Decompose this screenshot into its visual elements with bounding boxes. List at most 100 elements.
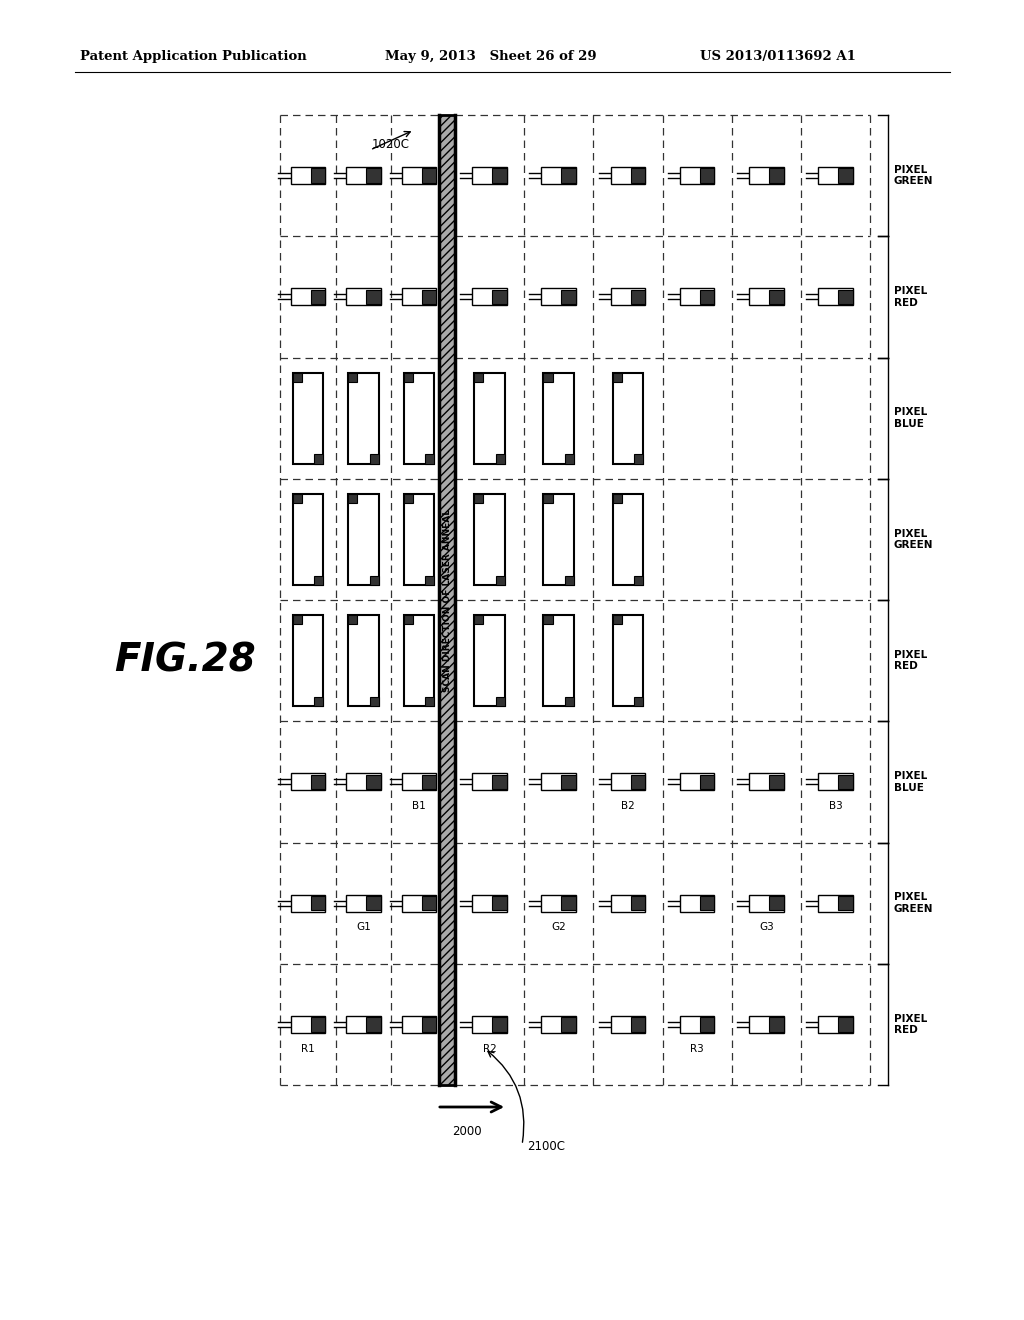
Bar bbox=[310, 896, 326, 911]
Bar bbox=[401, 774, 436, 791]
Bar bbox=[634, 454, 643, 463]
Bar bbox=[422, 169, 436, 183]
Bar bbox=[496, 697, 505, 706]
Bar bbox=[699, 169, 715, 183]
Bar bbox=[544, 615, 574, 706]
Bar bbox=[403, 372, 434, 463]
Bar bbox=[544, 494, 553, 503]
Text: Patent Application Publication: Patent Application Publication bbox=[80, 50, 307, 63]
Text: PIXEL
GREEN: PIXEL GREEN bbox=[894, 165, 934, 186]
Bar bbox=[680, 168, 715, 183]
Bar bbox=[370, 454, 379, 463]
Bar bbox=[544, 615, 553, 624]
Bar bbox=[699, 896, 715, 911]
Bar bbox=[699, 1018, 715, 1032]
Bar bbox=[401, 168, 436, 183]
Text: PIXEL
BLUE: PIXEL BLUE bbox=[894, 408, 928, 429]
Bar bbox=[310, 169, 326, 183]
Bar bbox=[769, 1018, 783, 1032]
Bar bbox=[293, 372, 302, 381]
Text: PIXEL
RED: PIXEL RED bbox=[894, 1014, 928, 1035]
Bar bbox=[425, 576, 434, 585]
Bar bbox=[612, 372, 643, 463]
Bar bbox=[422, 289, 436, 304]
Bar bbox=[493, 896, 507, 911]
Bar bbox=[680, 1016, 715, 1032]
Bar bbox=[612, 372, 622, 381]
Text: R2: R2 bbox=[482, 1044, 497, 1053]
Bar bbox=[749, 288, 783, 305]
Bar bbox=[818, 288, 853, 305]
Bar bbox=[367, 289, 381, 304]
Bar bbox=[544, 494, 574, 585]
Bar bbox=[634, 697, 643, 706]
Bar bbox=[749, 1016, 783, 1032]
Bar bbox=[493, 169, 507, 183]
Bar bbox=[561, 1018, 577, 1032]
Text: 2100C: 2100C bbox=[527, 1140, 565, 1152]
Bar bbox=[561, 289, 577, 304]
Bar bbox=[496, 576, 505, 585]
Bar bbox=[493, 1018, 507, 1032]
Bar bbox=[839, 775, 853, 789]
Bar bbox=[291, 168, 326, 183]
Bar bbox=[612, 615, 643, 706]
Bar bbox=[401, 895, 436, 912]
Bar bbox=[472, 1016, 507, 1032]
Bar bbox=[367, 169, 381, 183]
Bar bbox=[293, 494, 302, 503]
Bar bbox=[367, 775, 381, 789]
Text: 1020C: 1020C bbox=[372, 139, 410, 150]
Bar bbox=[769, 169, 783, 183]
Text: PIXEL
RED: PIXEL RED bbox=[894, 286, 928, 308]
Bar bbox=[565, 454, 574, 463]
Bar bbox=[612, 494, 622, 503]
Text: R3: R3 bbox=[690, 1044, 703, 1053]
Bar bbox=[314, 454, 324, 463]
Bar bbox=[425, 454, 434, 463]
Bar bbox=[839, 169, 853, 183]
Text: B1: B1 bbox=[413, 801, 426, 810]
Bar bbox=[293, 615, 324, 706]
Bar bbox=[422, 896, 436, 911]
Bar bbox=[472, 288, 507, 305]
Bar bbox=[314, 576, 324, 585]
Bar bbox=[769, 896, 783, 911]
Bar bbox=[565, 576, 574, 585]
Bar bbox=[680, 774, 715, 791]
Bar bbox=[422, 1018, 436, 1032]
Bar bbox=[839, 289, 853, 304]
Bar bbox=[472, 168, 507, 183]
Bar bbox=[542, 774, 577, 791]
Bar bbox=[493, 289, 507, 304]
Bar bbox=[403, 494, 413, 503]
Bar bbox=[544, 372, 553, 381]
Bar bbox=[348, 494, 357, 503]
Bar bbox=[544, 372, 574, 463]
Bar bbox=[818, 774, 853, 791]
Bar bbox=[610, 288, 645, 305]
Bar bbox=[699, 289, 715, 304]
Bar bbox=[346, 1016, 381, 1032]
Bar bbox=[496, 454, 505, 463]
Bar bbox=[610, 895, 645, 912]
Bar bbox=[401, 288, 436, 305]
Bar bbox=[291, 1016, 326, 1032]
Text: PIXEL
BLUE: PIXEL BLUE bbox=[894, 771, 928, 793]
Bar bbox=[839, 896, 853, 911]
Bar bbox=[425, 697, 434, 706]
Bar bbox=[474, 372, 483, 381]
Bar bbox=[348, 372, 379, 463]
Bar bbox=[293, 615, 302, 624]
Bar bbox=[367, 1018, 381, 1032]
Bar bbox=[561, 169, 577, 183]
Bar bbox=[769, 775, 783, 789]
Bar bbox=[474, 615, 483, 624]
Bar bbox=[631, 289, 645, 304]
Bar bbox=[749, 168, 783, 183]
Bar bbox=[293, 372, 324, 463]
Text: US 2013/0113692 A1: US 2013/0113692 A1 bbox=[700, 50, 856, 63]
Bar bbox=[403, 615, 413, 624]
Bar bbox=[346, 168, 381, 183]
Bar bbox=[346, 774, 381, 791]
